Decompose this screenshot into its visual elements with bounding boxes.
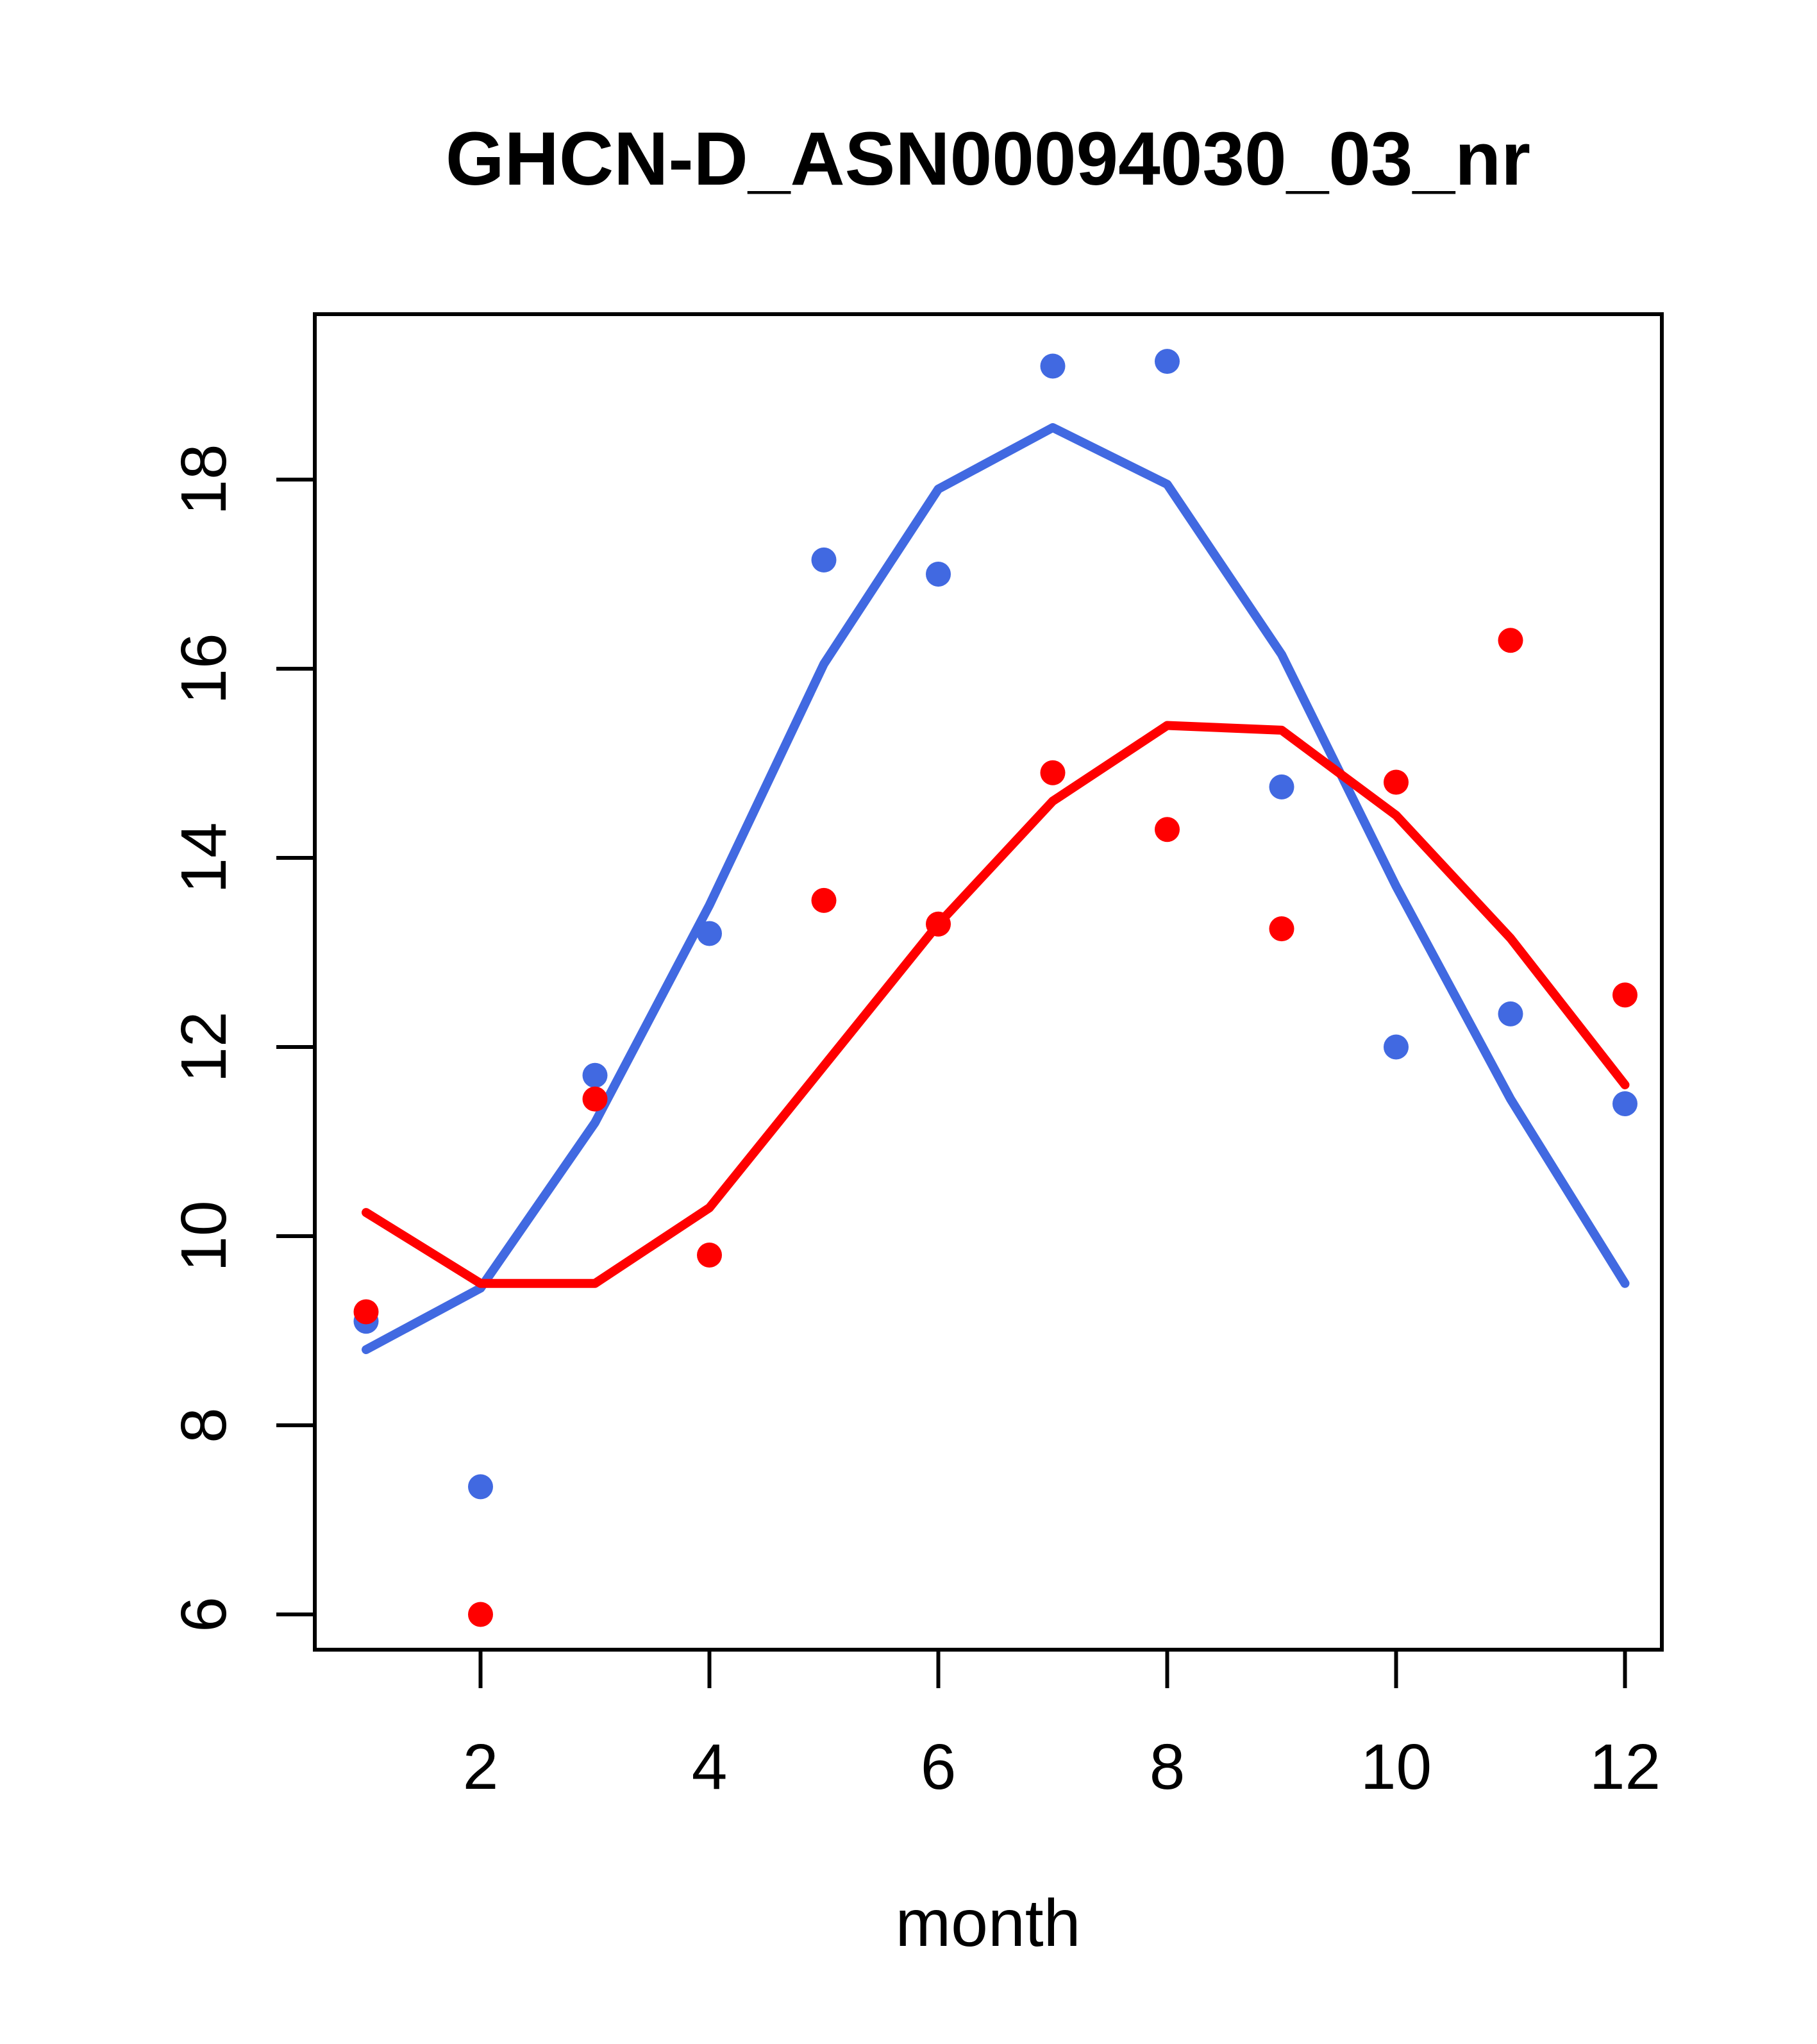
red-points-dot	[697, 1243, 722, 1268]
x-tick-label: 4	[692, 1731, 728, 1803]
red-smooth-line	[362, 721, 1630, 1288]
blue-points-dot	[1269, 774, 1294, 800]
red-points-dot	[1384, 769, 1409, 795]
y-tick-label: 10	[168, 1200, 240, 1271]
blue-points-dot	[1384, 1034, 1409, 1060]
red-points-dot	[1155, 817, 1180, 842]
y-tick-label: 18	[168, 444, 240, 515]
y-tick-label: 16	[168, 633, 240, 704]
y-axis-ticks: 6 8 10 12 14 16 18	[168, 444, 315, 1632]
red-points-dot	[1269, 916, 1294, 942]
blue-smooth-line	[362, 423, 1630, 1354]
red-points-dot	[468, 1602, 493, 1627]
blue-points-dot	[468, 1474, 493, 1500]
plot-box	[313, 312, 1664, 1652]
red-points-dot	[353, 1299, 379, 1325]
x-tick-label: 12	[1589, 1731, 1661, 1803]
red-points-dot	[811, 887, 837, 913]
blue-points-dot	[697, 921, 722, 946]
chart-title: GHCN-D_ASN00094030_03_nr	[446, 117, 1530, 201]
blue-points-dot	[1155, 349, 1180, 374]
x-tick-label: 6	[921, 1731, 957, 1803]
y-tick-label: 14	[168, 822, 240, 893]
blue-points-dot	[1612, 1091, 1637, 1116]
x-tick-label: 10	[1361, 1731, 1432, 1803]
series-layer	[353, 349, 1637, 1627]
red-points-dot	[1498, 628, 1523, 653]
blue-points-dot	[811, 547, 837, 573]
red-points-dot	[1612, 982, 1637, 1008]
red-points-dot	[1040, 760, 1066, 785]
y-tick-label: 12	[168, 1011, 240, 1082]
y-tick-label: 6	[168, 1596, 240, 1632]
blue-points-dot	[926, 562, 951, 587]
x-axis-ticks: 2 4 6 8 10 12	[463, 1650, 1661, 1803]
red-points-dot	[926, 911, 951, 937]
red-points-dot	[582, 1086, 608, 1112]
blue-points-dot	[1040, 353, 1066, 379]
x-axis-label: month	[895, 1886, 1080, 1961]
blue-points-dot	[582, 1062, 608, 1088]
blue-points-dot	[1498, 1001, 1523, 1026]
x-tick-label: 8	[1150, 1731, 1185, 1803]
x-tick-label: 2	[463, 1731, 499, 1803]
y-tick-label: 8	[168, 1407, 240, 1443]
